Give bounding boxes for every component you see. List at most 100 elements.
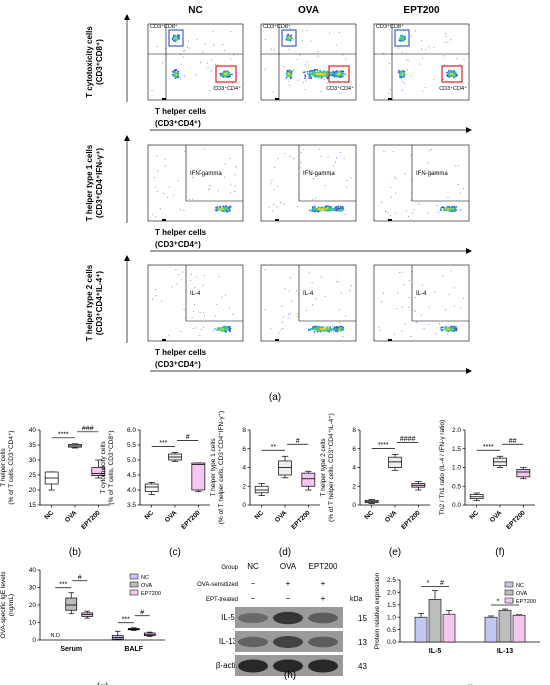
flow-event [177,36,180,38]
flow-event [306,73,309,75]
flow-event [433,47,435,49]
flow-event [451,74,454,77]
flow-event [334,327,337,329]
y-tick-label: 0.0 [452,502,461,509]
flow-event [340,292,342,294]
flow-event [446,74,449,77]
flow-event [323,79,325,81]
flow-event [302,82,304,84]
flow-event [403,82,405,84]
y-tick-label: 0.5 [387,627,396,634]
flow-event [235,166,237,168]
flow-event [317,326,320,328]
flow-event [300,151,302,153]
gate-cd4 [441,65,463,83]
bar [428,599,442,643]
flow-event [463,58,465,60]
flow-event [398,72,401,75]
legend-swatch [129,581,139,588]
flow-event [453,77,455,79]
significance-label: # [78,574,82,581]
flow-event [156,155,158,157]
flow-event [268,206,270,208]
flow-event [156,191,158,193]
flow-event [324,329,327,332]
flow-event [451,326,454,328]
flow-event [276,206,278,208]
y-tick-label: 15 [29,502,37,509]
flow-event [447,42,449,44]
flow-event [223,207,226,210]
gate-cd8 [394,29,410,47]
flow-event [314,72,317,75]
flow-event [421,40,423,42]
flow-event [329,208,332,210]
flow-event [289,277,291,279]
flow-event [319,72,322,75]
flow-event [183,50,185,52]
x-tick-label: OVA [164,509,179,524]
flow-event [401,81,403,83]
y-tick-label: 0.5 [452,483,461,490]
flow-event [453,76,455,78]
flow-event [209,187,211,189]
flow-event [314,198,316,200]
flow-event [344,73,347,76]
flow-event [304,74,306,76]
flow-event [151,90,153,92]
flow-event [283,316,285,318]
flow-event [184,151,186,153]
flow-event [204,314,206,316]
flow-event [188,40,190,42]
flow-event [447,197,449,199]
flow-event [295,290,297,292]
flow-event [153,177,155,179]
flow-event [405,210,407,212]
box [388,456,402,468]
legend-swatch [504,581,514,588]
flow-event [287,75,289,78]
flow-event [178,34,181,37]
flow-event [196,276,198,278]
flow-event [311,206,314,208]
y-tick-label: 3.5 [127,502,136,509]
gate-label: IFN-gamma [303,171,335,177]
box [278,460,292,476]
flow-event [180,330,182,332]
flow-event [176,283,178,285]
flow-event [456,58,458,60]
row-ylabel: (CD3⁺CD8⁺) [95,39,104,85]
flow-event [214,209,217,211]
x-tick-label: OVA [64,509,79,524]
flow-event [191,317,193,319]
y-tick-label: 20 [29,602,37,609]
flow-event [300,161,302,163]
flow-event [286,35,289,38]
flow-event [451,327,454,330]
protein-band [308,612,338,624]
flow-event [451,206,454,209]
treatment-mark: + [286,579,291,588]
flow-event [327,205,329,207]
flow-event [234,190,236,192]
flow-event [306,70,309,73]
flow-event [313,208,316,211]
panel-label: (a) [269,392,281,403]
flow-event [164,158,166,160]
flow-event [229,157,231,159]
bar [498,609,512,643]
flow-event [301,30,303,32]
row-xlabel: T helper cells [155,348,207,357]
y-tick-label: 2 [352,483,356,490]
flow-event [219,205,222,208]
flow-event [337,75,340,77]
flow-event [176,34,179,36]
flow-event [288,290,290,292]
flow-event [442,78,444,80]
flow-event [338,322,340,324]
x-tick-label: NC [43,509,55,521]
flow-event [342,207,344,209]
flow-event [223,73,226,75]
row-label: EPT-treated [206,597,238,603]
flow-plot: IFN-gamma [147,144,244,222]
